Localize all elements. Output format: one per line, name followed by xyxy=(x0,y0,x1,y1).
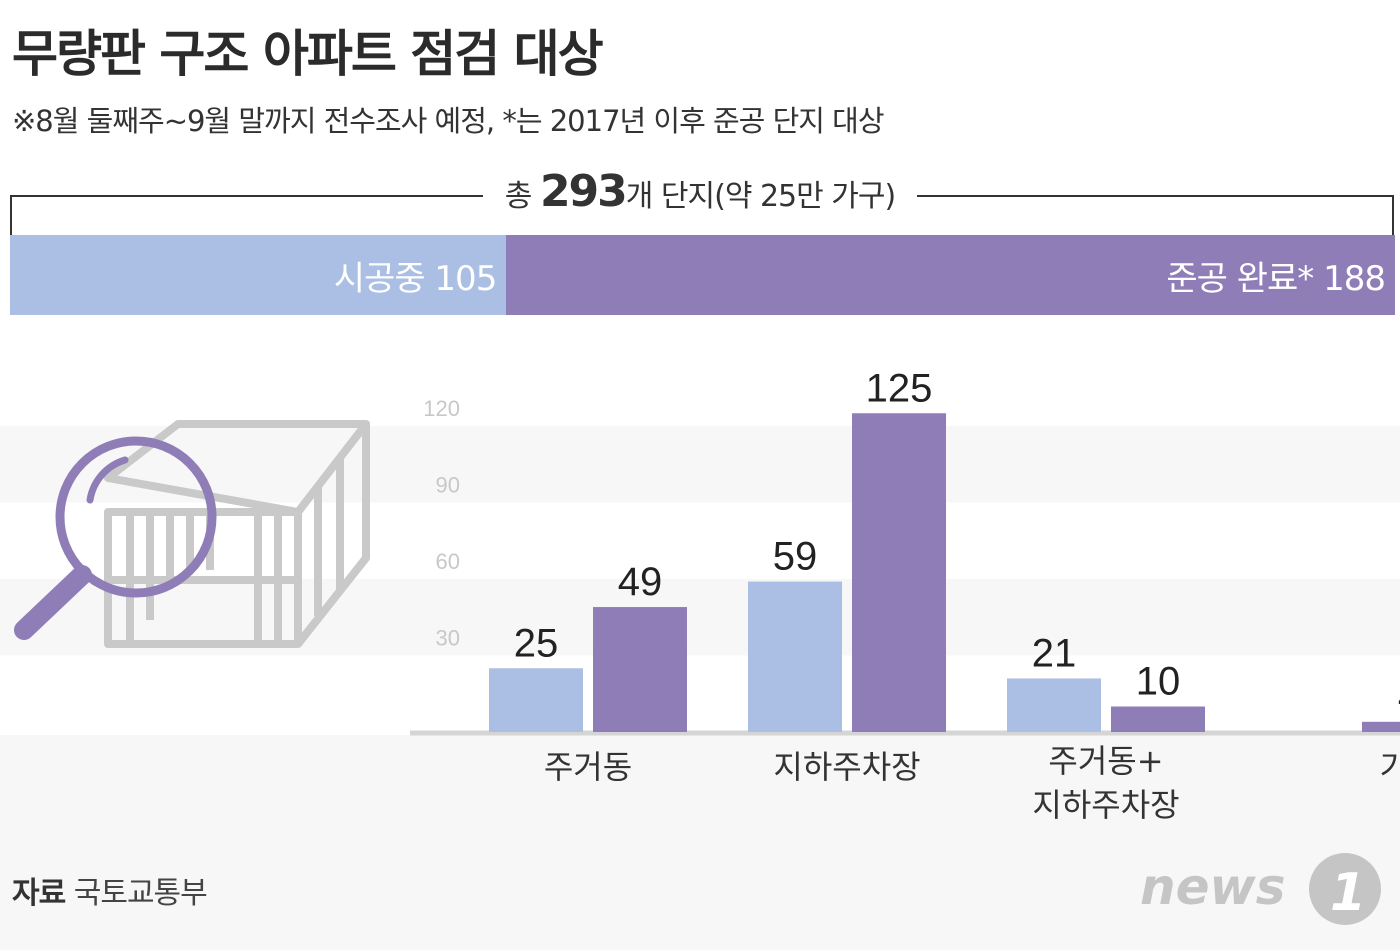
y-tick-label: 90 xyxy=(436,473,460,498)
magnifier-icon xyxy=(14,436,217,640)
magnifier-building-illustration xyxy=(14,420,370,648)
y-tick-label: 30 xyxy=(436,626,460,651)
stacked-bar: 시공중 105 준공 완료* 188 xyxy=(10,235,1395,315)
bar-under_construction xyxy=(748,581,842,732)
bar-completed xyxy=(1111,706,1205,732)
news1-logo: news 1 xyxy=(1140,853,1381,925)
total-suffix: 개 단지(약 25만 가구) xyxy=(625,179,896,214)
segment-label: 준공 완료* 188 xyxy=(1166,258,1386,299)
data-label: 59 xyxy=(773,535,818,579)
bar-completed xyxy=(852,413,946,732)
svg-text:1: 1 xyxy=(1330,863,1366,923)
category-label: 주거동+ 지하주차장 xyxy=(1032,742,1179,824)
subtitle: ※8월 둘째주~9월 말까지 전수조사 예정, *는 2017년 이후 준공 단… xyxy=(12,104,885,138)
segment-completed: 준공 완료* 188 xyxy=(506,235,1395,315)
total-prefix: 총 xyxy=(504,179,540,214)
data-label: 49 xyxy=(618,560,663,604)
source: 자료 국토교통부 xyxy=(12,868,208,912)
y-tick-label: 120 xyxy=(423,396,460,421)
category-label: 기타 xyxy=(1380,748,1400,786)
data-label: 25 xyxy=(514,621,559,665)
total-label: 총 293개 단지(약 25만 가구) xyxy=(0,166,1400,217)
segment-under-construction: 시공중 105 xyxy=(10,235,507,315)
category-label: 지하주차장 xyxy=(773,748,920,786)
segment-label: 시공중 105 xyxy=(333,258,498,299)
lower-background xyxy=(0,735,1400,950)
data-label: 4 xyxy=(1398,675,1400,719)
data-label: 21 xyxy=(1032,631,1077,675)
bar-under_construction xyxy=(1007,678,1101,732)
page-title: 무량판 구조 아파트 점검 대상 xyxy=(12,25,604,83)
svg-text:news: news xyxy=(1140,858,1285,916)
data-label: 125 xyxy=(866,366,933,410)
grid-band xyxy=(0,426,1400,503)
bar-under_construction xyxy=(489,668,583,732)
source-text: 국토교통부 xyxy=(73,876,208,911)
y-tick-label: 60 xyxy=(436,549,460,574)
bar-completed xyxy=(593,607,687,732)
bar-completed xyxy=(1362,721,1400,732)
source-label: 자료 xyxy=(12,876,66,911)
category-label: 주거동 xyxy=(544,748,632,786)
data-label: 10 xyxy=(1136,660,1181,704)
total-number: 293 xyxy=(539,166,628,217)
